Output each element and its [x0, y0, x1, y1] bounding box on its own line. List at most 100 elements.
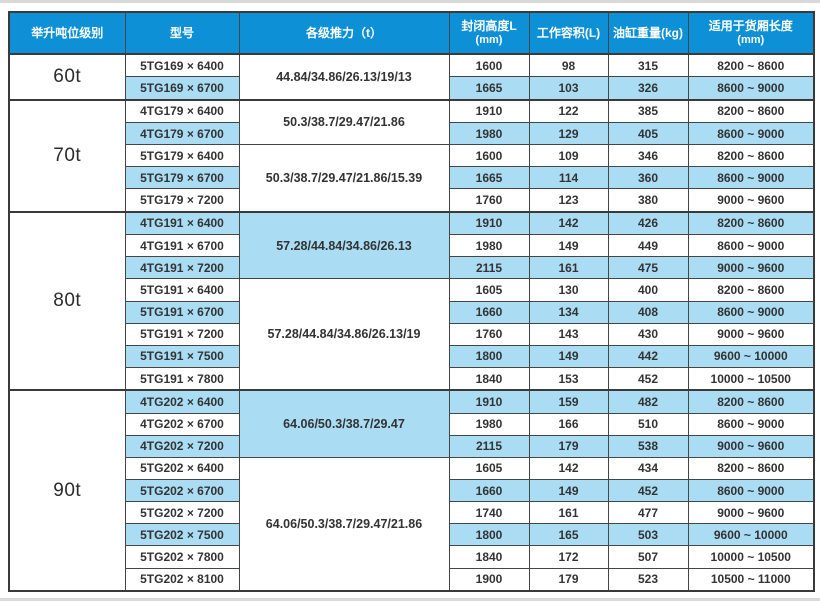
model-cell: 5TG169 × 6700 [124, 76, 240, 101]
spec-table-body: 60t 5TG169 × 6400 44.84/34.86/26.13/19/13 1… [8, 53, 815, 592]
table-row: 4TG202 × 6700 1980 166 510 8600 ~ 9000 [9, 412, 815, 436]
col-header-label: 油缸重量(kg) [613, 25, 683, 40]
box-length-cell: 10000 ~ 10500 [687, 366, 815, 391]
cylinder-weight-cell: 360 [607, 166, 689, 190]
working-volume-cell: 142 [528, 456, 609, 481]
col-header-label: 工作容积(L) [536, 25, 601, 40]
table-row: 5TG202 × 6700 1660 149 452 8600 ~ 9000 [9, 479, 815, 503]
model-cell: 5TG202 × 7800 [124, 545, 240, 569]
model-cell: 5TG202 × 8100 [124, 567, 240, 592]
col-header-label: 封闭高度L [461, 18, 517, 33]
box-length-cell: 9000 ~ 9600 [687, 256, 815, 280]
cylinder-weight-cell: 452 [607, 479, 689, 503]
working-volume-cell: 129 [528, 122, 609, 146]
col-header-closed-height: 封闭高度L (mm) [448, 11, 530, 55]
closed-height-cell: 2115 [448, 434, 530, 458]
box-length-cell: 9000 ~ 9600 [687, 188, 815, 213]
model-cell: 5TG191 × 7800 [124, 366, 240, 391]
table-row: 5TG179 × 6700 1665 114 360 8600 ~ 9000 [9, 166, 815, 190]
col-header-thrust-per-stage: 各级推力（t） [238, 11, 450, 55]
closed-height-cell: 1660 [448, 479, 530, 503]
closed-height-cell: 1600 [448, 144, 530, 168]
col-header-cargo-box-length: 适用于货厢长度 (mm) [687, 11, 815, 55]
col-header-label: 适用于货厢长度 [708, 18, 793, 33]
box-length-cell: 8200 ~ 8600 [687, 278, 815, 302]
tonnage-cell: 90t [8, 389, 126, 592]
model-cell: 5TG191 × 7200 [124, 322, 240, 346]
closed-height-cell: 1665 [448, 166, 530, 190]
model-cell: 5TG191 × 7500 [124, 344, 240, 368]
closed-height-cell: 1605 [448, 456, 530, 481]
col-header-label: 举升吨位级别 [31, 25, 104, 40]
cylinder-weight-cell: 538 [607, 434, 689, 458]
tonnage-cell: 70t [8, 98, 126, 213]
table-row: 4TG179 × 6700 1980 129 405 8600 ~ 9000 [9, 122, 815, 146]
box-length-cell: 9600 ~ 10000 [687, 344, 815, 368]
model-cell: 4TG191 × 7200 [124, 256, 240, 280]
header-row: 举升吨位级别 型号 各级推力（t） 封闭高度L (mm) 工作容积(L) 油缸重… [8, 11, 815, 55]
closed-height-cell: 1600 [448, 53, 530, 78]
box-length-cell: 8200 ~ 8600 [687, 210, 815, 236]
box-length-cell: 8600 ~ 9000 [687, 412, 815, 436]
model-cell: 4TG191 × 6400 [124, 210, 240, 236]
thrust-cell: 57.28/44.84/34.86/26.13 [238, 210, 450, 280]
box-length-cell: 8600 ~ 9000 [687, 166, 815, 190]
box-length-cell: 8600 ~ 9000 [687, 122, 815, 146]
closed-height-cell: 1800 [448, 344, 530, 368]
table-row: 4TG191 × 7200 2115 161 475 9000 ~ 9600 [9, 256, 815, 280]
table-row: 5TG179 × 6400 50.3/38.7/29.47/21.86/15.39… [9, 144, 815, 213]
working-volume-cell: 159 [528, 389, 609, 414]
model-cell: 4TG202 × 7200 [124, 434, 240, 458]
box-length-cell: 8200 ~ 8600 [687, 144, 815, 168]
model-cell: 5TG202 × 7500 [124, 523, 240, 547]
model-cell: 5TG191 × 6700 [124, 300, 240, 324]
table-row: 60t 5TG169 × 6400 44.84/34.86/26.13/19/13 1… [8, 53, 815, 101]
cylinder-weight-cell: 442 [607, 344, 689, 368]
working-volume-cell: 172 [528, 545, 609, 569]
working-volume-cell: 130 [528, 278, 609, 302]
cylinder-weight-cell: 326 [607, 76, 689, 101]
table-row: 5TG202 × 8100 1900 179 523 10500 ~ 11000 [9, 567, 815, 592]
working-volume-cell: 122 [528, 98, 609, 124]
cylinder-weight-cell: 315 [607, 53, 689, 78]
table-row: 5TG191 × 6400 57.28/44.84/34.86/26.13/19 1… [9, 278, 815, 391]
working-volume-cell: 134 [528, 300, 609, 324]
table-row: 80t 4TG191 × 6400 57.28/44.84/34.86/26.13 1… [8, 210, 815, 391]
col-header-tonnage-class: 举升吨位级别 [8, 11, 126, 55]
thrust-cell: 44.84/34.86/26.13/19/13 [238, 53, 450, 101]
closed-height-cell: 1660 [448, 300, 530, 324]
box-length-cell: 9000 ~ 9600 [687, 434, 815, 458]
closed-height-cell: 1980 [448, 412, 530, 436]
cylinder-weight-cell: 380 [607, 188, 689, 213]
closed-height-cell: 1910 [448, 210, 530, 236]
cylinder-weight-cell: 503 [607, 523, 689, 547]
thrust-cell: 50.3/38.7/29.47/21.86/15.39 [238, 144, 450, 213]
col-header-label: 型号 [169, 25, 194, 40]
table-row: 70t 4TG179 × 6400 50.3/38.7/29.47/21.86 191… [8, 98, 815, 213]
closed-height-cell: 1910 [448, 389, 530, 414]
col-header-working-volume: 工作容积(L) [528, 11, 609, 55]
cylinder-weight-cell: 482 [607, 389, 689, 414]
table-row: 4TG202 × 7200 2115 179 538 9000 ~ 9600 [9, 434, 815, 458]
closed-height-cell: 1740 [448, 501, 530, 525]
model-cell: 5TG191 × 6400 [124, 278, 240, 302]
model-cell: 5TG179 × 6400 [124, 144, 240, 168]
cylinder-weight-cell: 405 [607, 122, 689, 146]
col-header-model: 型号 [124, 11, 240, 55]
working-volume-cell: 179 [528, 434, 609, 458]
table-row: 5TG202 × 7800 1840 172 507 10000 ~ 10500 [9, 545, 815, 569]
cylinder-weight-cell: 434 [607, 456, 689, 481]
table-row: 5TG202 × 7200 1740 161 477 9000 ~ 9600 [9, 501, 815, 525]
model-cell: 5TG202 × 6400 [124, 456, 240, 481]
table-row: 5TG202 × 6400 64.06/50.3/38.7/29.47/21.86… [9, 456, 815, 592]
working-volume-cell: 161 [528, 256, 609, 280]
thrust-cell: 64.06/50.3/38.7/29.47/21.86 [238, 456, 450, 592]
closed-height-cell: 1840 [448, 545, 530, 569]
closed-height-cell: 1760 [448, 322, 530, 346]
working-volume-cell: 149 [528, 344, 609, 368]
col-header-unit: (mm) [475, 33, 503, 46]
box-length-cell: 8200 ~ 8600 [687, 53, 815, 78]
box-length-cell: 8200 ~ 8600 [687, 456, 815, 481]
model-cell: 4TG202 × 6700 [124, 412, 240, 436]
cylinder-weight-cell: 523 [607, 567, 689, 592]
